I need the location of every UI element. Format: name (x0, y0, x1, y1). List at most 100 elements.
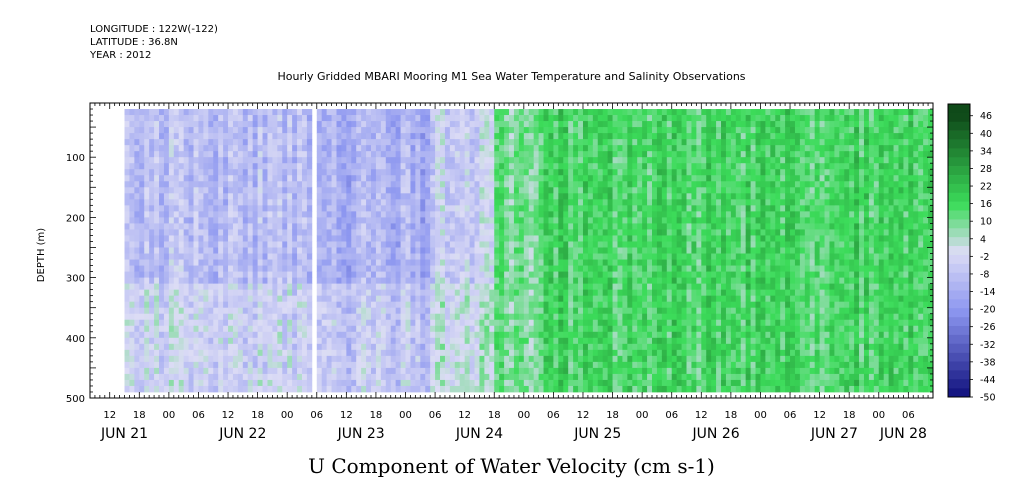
heatmap-cell (548, 355, 554, 363)
heatmap-cell (228, 187, 234, 194)
heatmap-cell (563, 139, 569, 146)
heatmap-cell (282, 367, 288, 375)
heatmap-cell (341, 163, 347, 170)
heatmap-cell (548, 307, 554, 315)
heatmap-cell (582, 169, 589, 176)
heatmap-cell (420, 115, 426, 122)
heatmap-cell (242, 337, 249, 345)
heatmap-cell (351, 157, 357, 164)
heatmap-cell (494, 355, 500, 363)
heatmap-cell (548, 223, 554, 230)
heatmap-cell (592, 133, 599, 140)
heatmap-cell (282, 313, 288, 321)
heatmap-cell (223, 283, 229, 291)
heatmap-cell (395, 235, 401, 242)
heatmap-cell (642, 289, 648, 297)
heatmap-cell (523, 355, 530, 363)
heatmap-cell (262, 223, 268, 230)
heatmap-cell (213, 223, 219, 230)
heatmap-cell (444, 265, 451, 272)
heatmap-cell (228, 373, 234, 381)
heatmap-cell (642, 139, 648, 146)
heatmap-cell (587, 241, 594, 248)
heatmap-cell (331, 199, 337, 206)
heatmap-cell (375, 343, 382, 351)
heatmap-cell (617, 163, 623, 170)
heatmap-cell (612, 301, 618, 309)
heatmap-cell (489, 205, 495, 212)
heatmap-cell (553, 205, 559, 212)
heatmap-cell (252, 301, 259, 309)
heatmap-cell (612, 139, 618, 146)
heatmap-cell (375, 337, 382, 345)
heatmap-cell (232, 385, 239, 393)
heatmap-cell (504, 163, 510, 170)
heatmap-cell (183, 253, 189, 260)
heatmap-cell (592, 151, 599, 158)
heatmap-cell (257, 145, 263, 152)
heatmap-cell (351, 331, 357, 339)
heatmap-cell (469, 319, 475, 327)
heatmap-cell (543, 265, 549, 272)
heatmap-cell (587, 193, 594, 200)
heatmap-cell (277, 373, 283, 381)
heatmap-cell (213, 349, 219, 357)
heatmap-cell (435, 271, 441, 278)
heatmap-cell (390, 361, 397, 369)
heatmap-cell (420, 163, 426, 170)
heatmap-cell (208, 151, 214, 158)
heatmap-cell (154, 151, 160, 158)
heatmap-cell (602, 307, 609, 315)
heatmap-cell (223, 367, 229, 375)
heatmap-cell (321, 319, 328, 327)
heatmap-cell (203, 301, 209, 309)
heatmap-cell (647, 199, 653, 206)
heatmap-cell (573, 235, 579, 242)
heatmap-cell (533, 289, 540, 297)
heatmap-cell (420, 241, 426, 248)
heatmap-cell (627, 259, 633, 266)
heatmap-cell (361, 247, 367, 254)
heatmap-cell (139, 331, 145, 339)
heatmap-cell (444, 283, 451, 291)
heatmap-cell (301, 349, 308, 357)
heatmap-cell (479, 343, 485, 351)
heatmap-cell (390, 163, 397, 170)
heatmap-cell (410, 331, 416, 339)
heatmap-cell (375, 229, 382, 236)
heatmap-cell (509, 361, 515, 369)
heatmap-cell (543, 121, 549, 128)
heatmap-cell (183, 145, 189, 152)
heatmap-cell (257, 361, 263, 369)
heatmap-cell (642, 235, 648, 242)
heatmap-cell (464, 121, 470, 128)
heatmap-cell (627, 373, 633, 381)
heatmap-cell (484, 187, 490, 194)
heatmap-cell (292, 193, 298, 200)
heatmap-cell (543, 157, 549, 164)
heatmap-cell (489, 199, 495, 206)
heatmap-cell (218, 343, 224, 351)
heatmap-cell (282, 127, 288, 134)
heatmap-cell (188, 223, 194, 230)
heatmap-cell (297, 109, 303, 116)
heatmap-cell (533, 349, 540, 357)
heatmap-cell (237, 187, 244, 194)
heatmap-cell (341, 301, 347, 309)
heatmap-cell (578, 217, 584, 224)
heatmap-cell (440, 355, 446, 363)
heatmap-cell (134, 277, 140, 285)
heatmap-cell (159, 151, 165, 158)
heatmap-cell (479, 139, 485, 146)
heatmap-cell (198, 325, 204, 333)
heatmap-cell (237, 223, 244, 230)
heatmap-cell (484, 325, 490, 333)
heatmap-cell (321, 247, 328, 254)
heatmap-cell (454, 319, 461, 327)
heatmap-cell (163, 253, 170, 260)
heatmap-cell (223, 253, 229, 260)
heatmap-cell (297, 253, 303, 260)
heatmap-cell (188, 247, 194, 254)
heatmap-cell (336, 235, 342, 242)
heatmap-cell (622, 193, 628, 200)
